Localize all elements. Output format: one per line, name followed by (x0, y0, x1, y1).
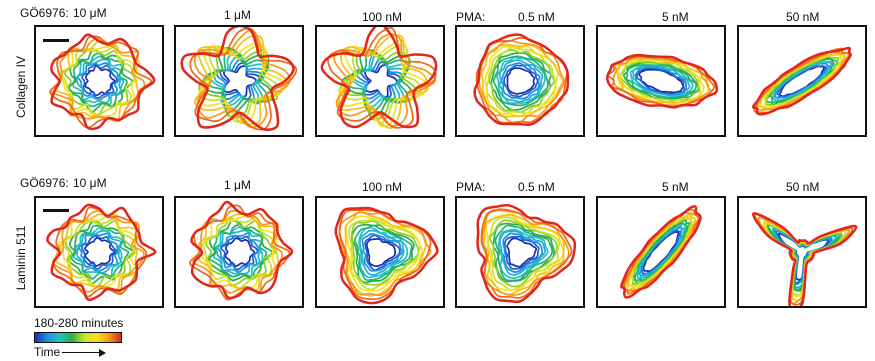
cell-outline-trace (334, 206, 439, 305)
concentration-label-100nM-row1: 100 nM (362, 10, 403, 24)
cell-outline-trace (364, 234, 401, 272)
cell-outline-trace (54, 213, 141, 292)
cell-outline-panel-r2-c2 (174, 196, 304, 308)
cell-outline-panel-r1-c1 (34, 25, 164, 137)
cell-outline-trace (503, 235, 540, 270)
cell-outline-trace (476, 203, 577, 304)
cell-outline-trace (620, 205, 702, 299)
cell-outline-trace (81, 235, 118, 270)
cell-outline-trace (193, 28, 291, 129)
time-colorbar (34, 332, 122, 343)
cell-outline-trace (489, 219, 558, 288)
cell-outline-trace (495, 56, 546, 105)
cell-outline-panel-r2-c3 (315, 196, 445, 308)
scale-bar-row1 (43, 39, 69, 42)
cell-outline-trace (615, 57, 710, 104)
cell-outline-trace (66, 49, 134, 114)
concentration-label-1uM-row2: 1 μM (224, 178, 251, 192)
concentration-label-50nM-row1: 50 nM (786, 10, 820, 24)
cell-outline-trace (638, 68, 685, 94)
cell-outline-panel-r2-c5 (596, 196, 726, 308)
cell-outline-trace (497, 228, 549, 280)
cell-outline-trace (46, 203, 157, 301)
cell-outline-trace (488, 49, 556, 114)
time-range-label: 180-280 minutes (34, 316, 124, 330)
cell-outline-trace (499, 230, 547, 276)
cell-outline-trace (84, 237, 116, 268)
cell-outline-trace (480, 43, 564, 118)
time-arrow-head-icon (99, 349, 106, 357)
cell-outline-trace (498, 59, 544, 103)
cell-outline-trace (506, 67, 536, 95)
cell-outline-trace (78, 232, 119, 272)
cell-outline-trace (337, 34, 429, 129)
cell-outline-trace (73, 227, 124, 277)
drug-label-pma-row1: PMA: (456, 10, 486, 24)
cell-outline-trace (350, 223, 415, 284)
cell-outline-trace (490, 52, 552, 111)
cell-outline-trace (333, 33, 436, 127)
concentration-label-10uM-row2: 10 μM (73, 176, 107, 190)
scale-bar-row2 (43, 209, 69, 212)
cell-outline-panel-r2-c6 (737, 196, 867, 308)
cell-outline-trace (72, 55, 125, 106)
cell-outline-panel-r2-c4 (455, 196, 585, 308)
row-label-laminin-511: Laminin 511 (14, 225, 28, 291)
cell-outline-trace (506, 237, 538, 268)
cell-outline-trace (494, 224, 554, 282)
concentration-label-1uM-row1: 1 μM (224, 8, 251, 22)
cell-outline-trace (358, 226, 409, 279)
concentration-label-0.5nM-row1: 0.5 nM (518, 10, 555, 24)
cell-outline-trace (180, 27, 295, 131)
drug-label-go6976-row2: GÖ6976: (20, 176, 69, 190)
cell-outline-trace (361, 233, 403, 272)
cell-outline-trace (480, 208, 573, 299)
cell-outline-panel-r2-c1 (34, 196, 164, 308)
drug-label-pma-row2: PMA: (456, 180, 486, 194)
cell-outline-trace (81, 63, 118, 99)
cell-outline-trace (632, 65, 691, 97)
cell-outline-trace (473, 33, 570, 127)
cell-outline-trace (620, 59, 702, 103)
cell-outline-trace (365, 238, 397, 268)
row-label-collagen-iv: Collagen IV (14, 55, 28, 119)
concentration-label-10uM-row1: 10 μM (73, 6, 107, 20)
cell-outline-trace (320, 27, 438, 129)
time-arrow-line (62, 352, 100, 353)
cell-outline-trace (751, 46, 852, 116)
cell-outline-trace (76, 58, 122, 104)
concentration-label-0.5nM-row2: 0.5 nM (518, 180, 555, 194)
cell-outline-panel-r1-c6 (737, 25, 867, 137)
concentration-label-50nM-row2: 50 nM (786, 180, 820, 194)
time-axis-label: Time (34, 345, 61, 359)
cell-outline-trace (635, 67, 686, 95)
cell-outline-trace (752, 212, 858, 306)
cell-outline-panel-r1-c5 (596, 25, 726, 137)
cell-outline-panel-r1-c3 (315, 25, 445, 137)
cell-outline-trace (190, 200, 294, 300)
cell-outline-trace (345, 215, 424, 292)
cell-outline-trace (359, 229, 405, 276)
concentration-label-5nM-row2: 5 nM (662, 180, 689, 194)
concentration-label-5nM-row1: 5 nM (662, 10, 689, 24)
cell-outline-trace (606, 53, 719, 109)
cell-outline-trace (224, 237, 256, 267)
cell-outline-panel-r1-c2 (174, 25, 304, 137)
cell-outline-trace (629, 64, 694, 99)
cell-outline-trace (634, 66, 687, 96)
cell-outline-trace (50, 33, 156, 131)
cell-outline-trace (503, 64, 539, 98)
concentration-label-100nM-row2: 100 nM (362, 180, 403, 194)
cell-outline-panel-r1-c4 (455, 25, 585, 137)
cell-outline-trace (502, 232, 544, 274)
cell-outline-trace (492, 55, 549, 107)
drug-label-go6976-row1: GÖ6976: (20, 6, 69, 20)
cell-outline-trace (189, 204, 291, 301)
cell-outline-trace (492, 222, 556, 283)
